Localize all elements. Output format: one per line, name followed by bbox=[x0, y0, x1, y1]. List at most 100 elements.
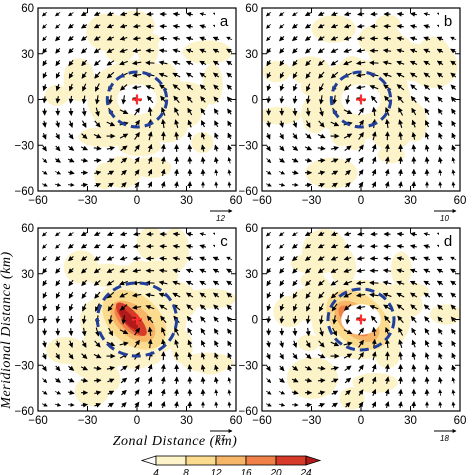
wind-arrow bbox=[331, 402, 338, 408]
wind-arrow bbox=[356, 280, 366, 286]
wind-arrow bbox=[81, 107, 87, 117]
wind-arrow bbox=[279, 303, 285, 312]
wind-arrow bbox=[279, 120, 284, 128]
wind-arrow bbox=[119, 84, 128, 91]
wind-arrow bbox=[41, 145, 47, 152]
wind-arrow bbox=[266, 96, 272, 104]
y-tick-label: 60 bbox=[21, 3, 34, 15]
wind-arrow bbox=[185, 256, 194, 262]
wind-arrow bbox=[107, 402, 114, 408]
wind-arrow bbox=[450, 304, 457, 310]
wind-arrow bbox=[161, 327, 166, 336]
wind-arrow bbox=[371, 363, 377, 373]
wind-arrow bbox=[330, 145, 339, 151]
wind-arrow bbox=[438, 120, 443, 128]
shade-patch bbox=[273, 295, 306, 328]
wind-arrow bbox=[265, 11, 272, 17]
wind-arrow bbox=[212, 36, 220, 42]
wind-arrow bbox=[370, 95, 378, 104]
wind-arrow bbox=[80, 231, 88, 237]
wind-arrow bbox=[437, 156, 443, 164]
wind-arrow bbox=[93, 353, 102, 359]
wind-arrow bbox=[343, 268, 352, 273]
wind-arrow bbox=[227, 401, 232, 408]
panel-label-bg bbox=[215, 11, 233, 30]
reference-vector-label: 10 bbox=[440, 214, 449, 223]
wind-arrow bbox=[226, 36, 233, 41]
wind-arrow bbox=[160, 388, 166, 397]
wind-arrow bbox=[450, 280, 457, 286]
y-tick-label: −60 bbox=[14, 406, 34, 418]
wind-arrow bbox=[371, 131, 377, 141]
wind-arrow bbox=[397, 315, 404, 324]
wind-arrow bbox=[93, 268, 101, 274]
wind-arrow bbox=[68, 353, 74, 360]
wind-arrow bbox=[398, 119, 404, 128]
wind-arrow bbox=[55, 24, 61, 29]
wind-arrow bbox=[279, 316, 285, 324]
wind-arrow bbox=[266, 267, 272, 274]
wind-arrow bbox=[279, 340, 284, 348]
wind-arrow bbox=[185, 292, 194, 298]
wind-arrow bbox=[172, 72, 181, 78]
wind-arrow bbox=[345, 95, 351, 105]
wind-arrow bbox=[201, 340, 206, 348]
wind-arrow bbox=[292, 133, 298, 140]
wind-arrow bbox=[120, 169, 127, 176]
wind-arrow bbox=[409, 280, 418, 286]
wind-arrow bbox=[159, 256, 167, 262]
wind-arrow bbox=[55, 232, 61, 237]
y-tick-label: −30 bbox=[238, 140, 258, 152]
wind-arrow bbox=[371, 376, 377, 384]
wind-arrow bbox=[318, 291, 325, 299]
y-tick-label: −60 bbox=[14, 186, 34, 198]
wind-arrow bbox=[330, 11, 338, 17]
wind-arrow bbox=[343, 35, 352, 41]
wind-arrow bbox=[279, 24, 285, 29]
wind-arrow bbox=[187, 181, 193, 188]
colorbar-segment bbox=[245, 455, 277, 466]
y-tick-label: 60 bbox=[245, 3, 258, 15]
wind-arrow bbox=[331, 170, 339, 176]
wind-arrow bbox=[119, 109, 129, 114]
wind-arrow bbox=[450, 72, 457, 78]
wind-arrow bbox=[55, 83, 61, 92]
wind-arrow bbox=[411, 119, 417, 128]
wind-arrow bbox=[438, 340, 443, 348]
wind-arrow bbox=[358, 376, 364, 384]
wind-arrow bbox=[356, 72, 366, 78]
wind-arrow bbox=[120, 389, 127, 396]
wind-arrow bbox=[199, 268, 207, 274]
wind-arrow bbox=[356, 60, 366, 66]
wind-arrow bbox=[68, 133, 74, 140]
wind-arrow bbox=[55, 255, 61, 262]
wind-arrow bbox=[383, 256, 391, 262]
wind-arrow bbox=[132, 48, 141, 54]
wind-arrow bbox=[330, 231, 338, 237]
wind-arrow bbox=[67, 157, 75, 163]
wind-arrow bbox=[119, 23, 128, 29]
wind-arrow bbox=[317, 231, 325, 236]
wind-arrow bbox=[317, 365, 326, 371]
wind-arrow bbox=[187, 119, 193, 128]
wind-arrow bbox=[67, 23, 74, 29]
wind-arrow bbox=[423, 304, 430, 311]
wind-arrow bbox=[160, 156, 166, 165]
wind-arrow bbox=[292, 47, 298, 54]
y-tick-label: −30 bbox=[238, 360, 258, 372]
wind-arrow bbox=[345, 402, 351, 408]
wind-arrow bbox=[396, 36, 405, 42]
wind-arrow bbox=[107, 303, 114, 312]
wind-arrow bbox=[292, 232, 298, 237]
wind-arrow bbox=[119, 329, 129, 334]
radius-circle bbox=[105, 70, 169, 129]
wind-arrow bbox=[201, 120, 206, 128]
wind-arrow bbox=[108, 327, 114, 337]
wind-arrow bbox=[279, 232, 285, 237]
wind-arrow bbox=[119, 60, 128, 66]
wind-arrow bbox=[382, 48, 392, 54]
wind-arrow bbox=[409, 256, 418, 262]
wind-arrow bbox=[423, 244, 431, 250]
x-tick-label: −60 bbox=[28, 415, 48, 427]
wind-arrow bbox=[119, 304, 128, 311]
